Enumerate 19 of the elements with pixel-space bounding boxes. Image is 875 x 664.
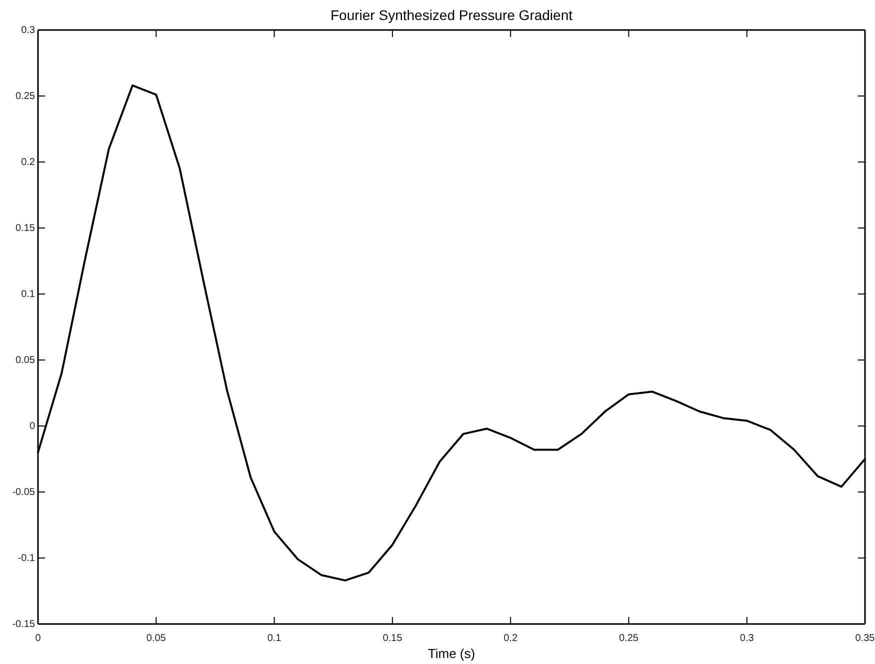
x-tick-label: 0.15: [382, 633, 403, 644]
y-tick-label: 0.1: [21, 289, 36, 300]
y-tick-label: -0.15: [12, 619, 36, 630]
x-axis-title: Time (s): [428, 646, 476, 661]
y-tick-label: 0.25: [16, 91, 36, 102]
y-tick-label: 0.3: [21, 25, 36, 36]
x-tick-label: 0.05: [146, 633, 166, 644]
y-tick-label: 0: [29, 421, 36, 432]
y-tick-label: 0.05: [16, 355, 36, 366]
x-tick-label: 0.1: [267, 633, 282, 644]
y-tick-label: -0.05: [12, 487, 36, 498]
chart-title: Fourier Synthesized Pressure Gradient: [330, 7, 573, 23]
y-tick-label: 0.2: [21, 157, 36, 168]
x-tick-label: 0.35: [855, 633, 875, 644]
y-tick-label: -0.1: [18, 553, 36, 564]
x-tick-label: 0.2: [504, 633, 518, 644]
x-tick-label: 0.3: [740, 633, 754, 644]
y-tick-label: 0.15: [16, 223, 36, 234]
x-tick-label: 0.25: [618, 633, 639, 644]
